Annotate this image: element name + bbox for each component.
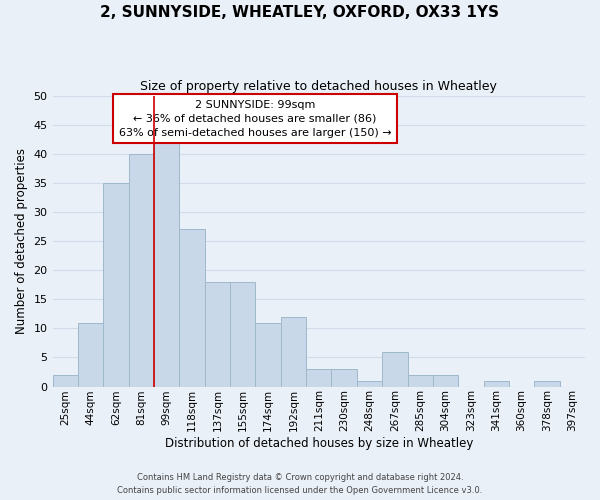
Bar — [534, 380, 560, 386]
Bar — [256, 322, 281, 386]
Bar — [407, 375, 433, 386]
Bar — [128, 154, 154, 386]
Bar — [484, 380, 509, 386]
Bar — [306, 369, 331, 386]
Title: Size of property relative to detached houses in Wheatley: Size of property relative to detached ho… — [140, 80, 497, 93]
Bar — [331, 369, 357, 386]
Y-axis label: Number of detached properties: Number of detached properties — [15, 148, 28, 334]
Bar — [230, 282, 256, 387]
Bar — [103, 183, 128, 386]
Bar — [357, 380, 382, 386]
Bar — [433, 375, 458, 386]
Bar — [179, 230, 205, 386]
Text: 2 SUNNYSIDE: 99sqm
← 36% of detached houses are smaller (86)
63% of semi-detache: 2 SUNNYSIDE: 99sqm ← 36% of detached hou… — [119, 100, 391, 138]
Bar — [154, 142, 179, 386]
Text: Contains HM Land Registry data © Crown copyright and database right 2024.
Contai: Contains HM Land Registry data © Crown c… — [118, 474, 482, 495]
Bar — [78, 322, 103, 386]
Bar — [53, 375, 78, 386]
Bar — [281, 316, 306, 386]
Bar — [382, 352, 407, 386]
X-axis label: Distribution of detached houses by size in Wheatley: Distribution of detached houses by size … — [164, 437, 473, 450]
Bar — [205, 282, 230, 387]
Text: 2, SUNNYSIDE, WHEATLEY, OXFORD, OX33 1YS: 2, SUNNYSIDE, WHEATLEY, OXFORD, OX33 1YS — [101, 5, 499, 20]
